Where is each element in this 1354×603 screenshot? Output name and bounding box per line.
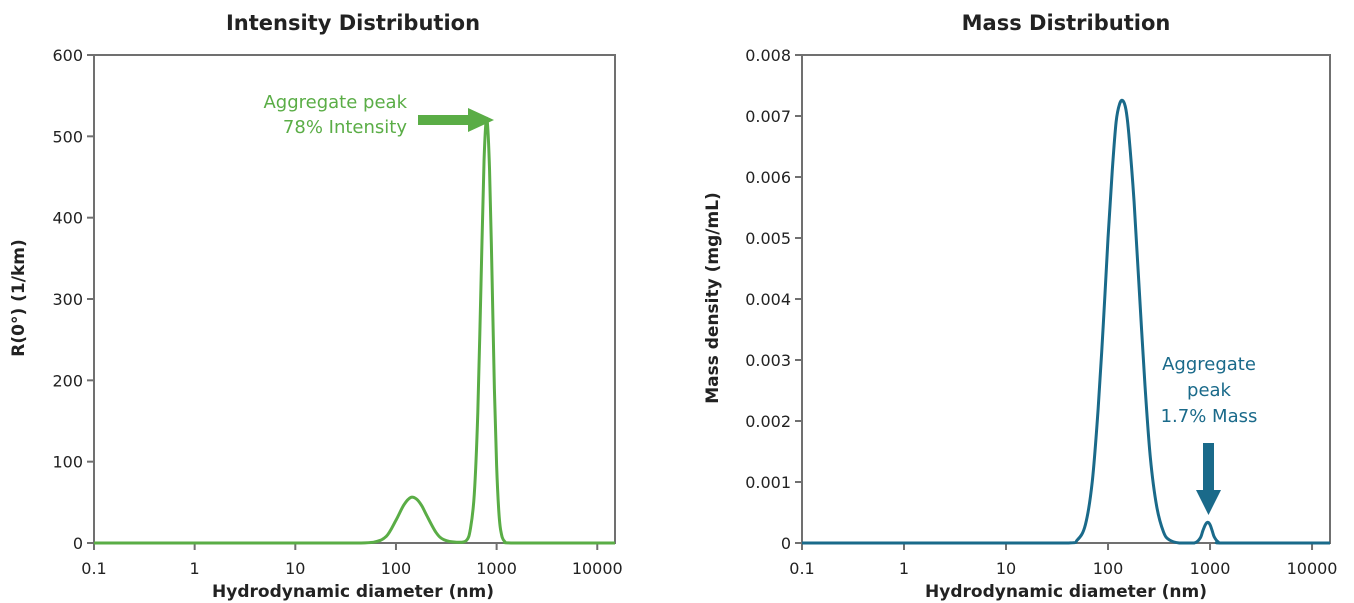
y-tick-label: 0	[73, 534, 83, 553]
annotation-line-1: Aggregate	[1162, 354, 1256, 375]
x-tick-label: 1	[190, 559, 200, 578]
annotation-line-1: Aggregate peak	[263, 92, 407, 113]
chart-title: Mass Distribution	[962, 11, 1171, 35]
x-axis-label: Hydrodynamic diameter (nm)	[212, 582, 494, 602]
x-tick-label: 0.1	[81, 559, 106, 578]
y-tick-label: 100	[52, 453, 83, 472]
aggregate-peak-annotation: Aggregate peak 78% Intensity	[263, 92, 494, 138]
mass-series-line	[801, 98, 1330, 545]
y-tick-label: 0.007	[745, 107, 791, 126]
down-arrow-icon	[1196, 443, 1221, 515]
x-axis-ticks: 0.1 1 10 100 1000 10000	[81, 543, 623, 578]
x-tick-label: 10000	[572, 559, 623, 578]
intensity-distribution-chart: Intensity Distribution 0 100 200 300 400 500 6…	[9, 11, 623, 602]
x-tick-label: 10	[996, 559, 1016, 578]
mass-distribution-chart: Mass Distribution 00.0010.0020.0030.0040…	[703, 11, 1337, 602]
plot-frame	[801, 54, 1331, 544]
y-tick-label: 0.003	[745, 351, 791, 370]
y-tick-label: 0.001	[745, 473, 791, 492]
x-tick-label: 0.1	[789, 559, 814, 578]
x-tick-label: 10000	[1287, 559, 1338, 578]
y-tick-label: 0.008	[745, 46, 791, 65]
x-axis-label: Hydrodynamic diameter (nm)	[925, 582, 1207, 602]
y-tick-label: 0.006	[745, 168, 791, 187]
y-axis-ticks: 0 100 200 300 400 500 600	[52, 46, 94, 553]
x-tick-label: 10	[285, 559, 305, 578]
aggregate-peak-annotation: Aggregate peak 1.7% Mass	[1161, 354, 1258, 515]
x-axis-ticks: 0.1 1 10 100 1000 10000	[789, 543, 1337, 578]
intensity-series-line	[93, 116, 615, 545]
y-tick-label: 0.005	[745, 229, 791, 248]
y-axis-label: Mass density (mg/mL)	[703, 192, 723, 404]
y-tick-label: 0	[781, 534, 791, 553]
y-tick-label: 0.002	[745, 412, 791, 431]
annotation-line-2: 78% Intensity	[283, 117, 407, 138]
y-axis-ticks: 0 0.001 0.002 0.003 0.004 0.005 0.006 0.007 0.00…	[745, 46, 802, 553]
annotation-line-2: peak	[1187, 380, 1232, 401]
y-tick-label: 0.004	[745, 290, 791, 309]
x-tick-label: 1000	[476, 559, 517, 578]
y-axis-label: R(0°) (1/km)	[9, 239, 29, 356]
annotation-line-3: 1.7% Mass	[1161, 406, 1258, 427]
x-tick-label: 1000	[1190, 559, 1231, 578]
y-tick-label: 200	[52, 371, 83, 390]
chart-title: Intensity Distribution	[226, 11, 480, 35]
y-tick-label: 600	[52, 46, 83, 65]
y-tick-label: 500	[52, 127, 83, 146]
y-tick-label: 400	[52, 209, 83, 228]
y-tick-label: 300	[52, 290, 83, 309]
x-tick-label: 100	[1093, 559, 1124, 578]
x-tick-label: 100	[381, 559, 412, 578]
right-arrow-icon	[418, 108, 494, 132]
x-tick-label: 1	[899, 559, 909, 578]
